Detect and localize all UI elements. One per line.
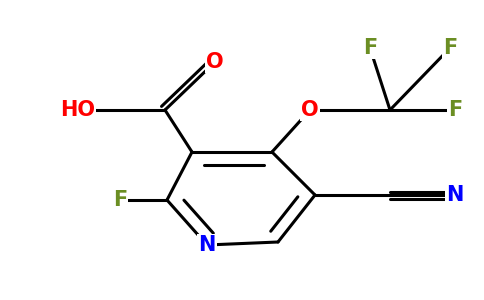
Text: F: F <box>363 38 377 58</box>
Text: F: F <box>443 38 457 58</box>
Text: O: O <box>206 52 224 72</box>
Text: F: F <box>113 190 127 210</box>
Text: F: F <box>448 100 462 120</box>
Text: O: O <box>301 100 319 120</box>
Text: HO: HO <box>60 100 95 120</box>
Text: N: N <box>446 185 464 205</box>
Text: N: N <box>198 235 216 255</box>
